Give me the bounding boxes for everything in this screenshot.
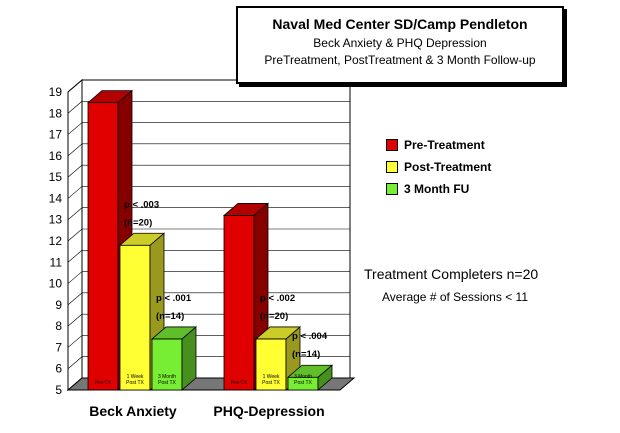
annotation: p < .001	[156, 293, 192, 304]
bar	[255, 338, 287, 391]
legend: Pre-Treatment Post-Treatment 3 Month FU	[386, 134, 526, 200]
completers-note: Treatment Completers n=20	[364, 266, 539, 282]
gridline-side	[67, 207, 83, 220]
y-tick-label: 7	[55, 340, 62, 354]
y-tick-label: 18	[49, 106, 63, 120]
chart-subtitle: Beck Anxiety & PHQ Depression	[313, 36, 487, 50]
legend-item-pre-treatment: Pre-Treatment	[386, 134, 526, 156]
y-tick-label: 11	[50, 255, 63, 269]
gridline-side	[67, 143, 83, 157]
gridline-side	[67, 271, 83, 284]
legend-swatch-pre-treatment	[386, 139, 398, 151]
bar-inner-label: Pre-TX	[95, 380, 112, 386]
y-tick-label: 14	[49, 191, 63, 205]
gridline-side	[67, 79, 83, 93]
annotation: (n=20)	[260, 311, 288, 322]
x-category-label: Beck Anxiety	[89, 403, 177, 419]
chart-title-box: Naval Med Center SD/Camp Pendleton Beck …	[236, 6, 564, 84]
y-tick-label: 9	[55, 298, 62, 312]
gridline-side	[67, 335, 83, 348]
bar-top	[222, 203, 270, 216]
annotation: (n=14)	[292, 349, 320, 360]
y-tick-label: 15	[49, 170, 63, 184]
chart-title: Naval Med Center SD/Camp Pendleton	[272, 16, 528, 32]
bar-top	[150, 326, 198, 340]
bar-top	[118, 232, 166, 246]
sessions-note: Average # of Sessions < 11	[382, 290, 528, 304]
bar-inner-label: 1 Week	[263, 374, 280, 380]
legend-label-post-treatment: Post-Treatment	[404, 160, 492, 174]
bar-top	[86, 90, 134, 104]
y-tick-label: 10	[49, 277, 63, 291]
y-tick-label: 16	[49, 149, 63, 163]
bar-inner-label: Post TX	[294, 380, 312, 386]
bar-inner-label: Post TX	[126, 380, 144, 386]
legend-swatch-3-month-fu	[386, 183, 398, 195]
gridline-side	[67, 292, 83, 306]
x-category-label: PHQ-Depression	[213, 403, 324, 419]
y-tick-label: 17	[49, 128, 63, 142]
gridline-side	[67, 356, 83, 369]
bar-inner-label: Pre-TX	[231, 380, 248, 386]
gridline-side	[67, 164, 83, 178]
bar-inner-label: Post TX	[158, 380, 176, 386]
legend-item-post-treatment: Post-Treatment	[386, 156, 526, 178]
gridline-side	[67, 313, 83, 327]
gridline-side	[67, 228, 83, 242]
bar	[87, 102, 119, 391]
bar-inner-label: 3 Month	[294, 374, 312, 380]
bar	[119, 244, 151, 391]
y-tick-label: 13	[49, 213, 63, 227]
bar-inner-label: Post TX	[262, 380, 280, 386]
bar-inner-label: 3 Month	[158, 374, 176, 380]
legend-item-3-month-fu: 3 Month FU	[386, 178, 526, 200]
y-tick-label: 19	[49, 85, 63, 99]
legend-label-pre-treatment: Pre-Treatment	[404, 138, 485, 152]
annotation: p < .002	[260, 293, 295, 304]
legend-swatch-post-treatment	[386, 161, 398, 173]
bar	[223, 215, 255, 391]
gridline-side	[67, 250, 83, 263]
annotation: p < .004	[292, 331, 328, 342]
bar-top	[254, 326, 302, 340]
bar-top	[286, 364, 334, 378]
annotation: p < .003	[124, 199, 159, 210]
chart-subtitle-2: PreTreatment, PostTreatment & 3 Month Fo…	[264, 53, 536, 67]
gridline-side	[67, 122, 83, 135]
gridline-side	[67, 101, 83, 114]
y-tick-label: 6	[55, 362, 62, 376]
annotation: (n=20)	[124, 217, 152, 228]
y-tick-label: 12	[49, 234, 63, 248]
bar	[151, 338, 183, 391]
bar-inner-label: 1 Week	[127, 374, 144, 380]
legend-label-3-month-fu: 3 Month FU	[404, 182, 470, 196]
y-tick-label: 8	[55, 319, 62, 333]
gridline-side	[67, 186, 83, 199]
y-tick-label: 5	[55, 383, 62, 397]
annotation: (n=14)	[156, 311, 184, 322]
